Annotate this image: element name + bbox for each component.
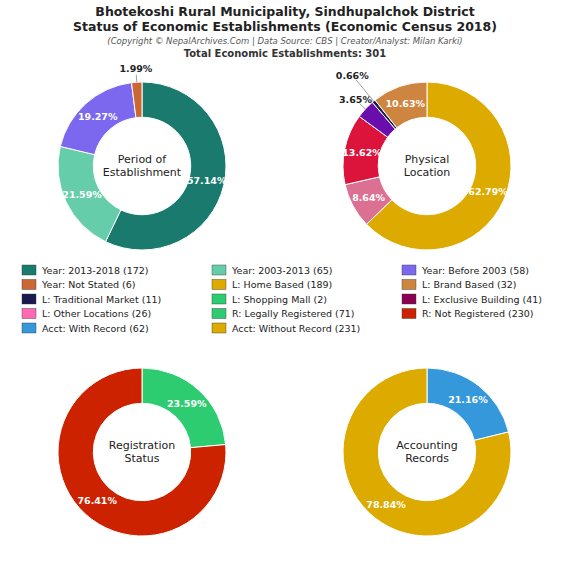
donut-slice: [58, 368, 226, 536]
center-label-line: Registration: [109, 439, 175, 452]
donut-slice: [58, 146, 121, 241]
center-label: Period ofEstablishment: [103, 153, 182, 179]
legend-label: L: Traditional Market (11): [42, 294, 161, 305]
legend-swatch: [402, 309, 416, 319]
center-label: RegistrationStatus: [109, 439, 175, 465]
center-label-line: Establishment: [103, 166, 182, 179]
data-labels: 57.14% 21.59% 19.27% 1.99%: [62, 63, 227, 200]
data-label: 23.59%: [167, 398, 207, 409]
data-label: 21.16%: [448, 394, 488, 405]
legend-swatch: [212, 323, 226, 333]
legend-label: Year: Not Stated (6): [41, 279, 135, 290]
center-label-line: Location: [404, 166, 451, 179]
legend-swatch: [22, 265, 36, 275]
data-label: 8.64%: [352, 192, 385, 203]
title: Status of Economic Establishments (Econo…: [73, 19, 497, 34]
legend-label: Acct: Without Record (231): [232, 323, 360, 334]
leader-line: [136, 75, 137, 83]
legend-label: L: Other Locations (26): [42, 308, 151, 319]
legend-label: R: Legally Registered (71): [232, 308, 355, 319]
donut-slice: [345, 177, 392, 224]
legend-swatch: [212, 294, 226, 304]
legend-swatch: [212, 280, 226, 290]
data-label: 21.59%: [62, 189, 102, 200]
data-label: 0.66%: [336, 70, 369, 81]
subtitle: Total Economic Establishments: 301: [184, 48, 387, 59]
center-label-line: Period of: [118, 153, 168, 166]
data-label: 1.99%: [119, 63, 152, 74]
donut-slice: [132, 82, 142, 118]
leader-line: [356, 80, 374, 101]
donut-slice: [343, 368, 511, 536]
legend-label: Year: 2013-2018 (172): [41, 265, 149, 276]
chart-root: Bhotekoshi Rural Municipality, Sindhupal…: [0, 0, 570, 570]
legend-swatch: [22, 323, 36, 333]
data-labels: 62.79% 8.64% 13.62% 3.65% 0.66% 10.63%: [336, 70, 509, 203]
legend-label: L: Shopping Mall (2): [232, 294, 327, 305]
legend-label: Year: 2003-2013 (65): [231, 265, 332, 276]
donut-slice: [427, 368, 509, 440]
donut-chart: [58, 82, 226, 250]
legend-label: Year: Before 2003 (58): [421, 265, 529, 276]
legend-swatch: [402, 265, 416, 275]
legend-label: L: Exclusive Building (41): [422, 294, 542, 305]
legend-swatch: [402, 294, 416, 304]
legend-label: L: Home Based (189): [232, 279, 332, 290]
data-label: 78.84%: [366, 499, 406, 510]
center-label: PhysicalLocation: [404, 153, 451, 179]
legend-swatch: [22, 280, 36, 290]
legend-label: Acct: With Record (62): [42, 323, 149, 334]
title: Bhotekoshi Rural Municipality, Sindhupal…: [95, 4, 474, 19]
donut-slice: [60, 83, 136, 155]
donut-chart: [343, 82, 511, 250]
center-label-line: Status: [124, 452, 159, 465]
data-label: 13.62%: [342, 147, 382, 158]
data-labels: 23.59% 76.41%: [77, 398, 207, 507]
legend-label: L: Brand Based (32): [422, 279, 517, 290]
legend-swatch: [22, 309, 36, 319]
data-label: 10.63%: [385, 98, 425, 109]
center-label-line: Records: [405, 452, 449, 465]
data-label: 57.14%: [187, 175, 227, 186]
donut-slice: [367, 82, 511, 250]
data-label: 62.79%: [468, 186, 508, 197]
legend-swatch: [402, 280, 416, 290]
data-label: 19.27%: [78, 111, 118, 122]
legend-swatch: [212, 265, 226, 275]
center-label-line: Physical: [405, 153, 450, 166]
legend: Year: 2013-2018 (172) Year: Not Stated (6…: [22, 265, 542, 334]
legend-swatch: [212, 309, 226, 319]
subtitle: (Copyright © NepalArchives.Com | Data So…: [107, 36, 462, 46]
center-label: AccountingRecords: [396, 439, 457, 465]
center-label-line: Accounting: [396, 439, 457, 452]
data-label: 3.65%: [339, 94, 372, 105]
legend-label: R: Not Registered (230): [422, 308, 534, 319]
data-labels: 21.16% 78.84%: [366, 394, 488, 509]
donut-slice: [375, 82, 427, 128]
background: [0, 0, 570, 570]
donut-slice: [142, 368, 226, 448]
legend-swatch: [22, 294, 36, 304]
donut-chart: [58, 368, 226, 536]
data-label: 76.41%: [77, 495, 117, 506]
donut-chart: [343, 368, 511, 536]
